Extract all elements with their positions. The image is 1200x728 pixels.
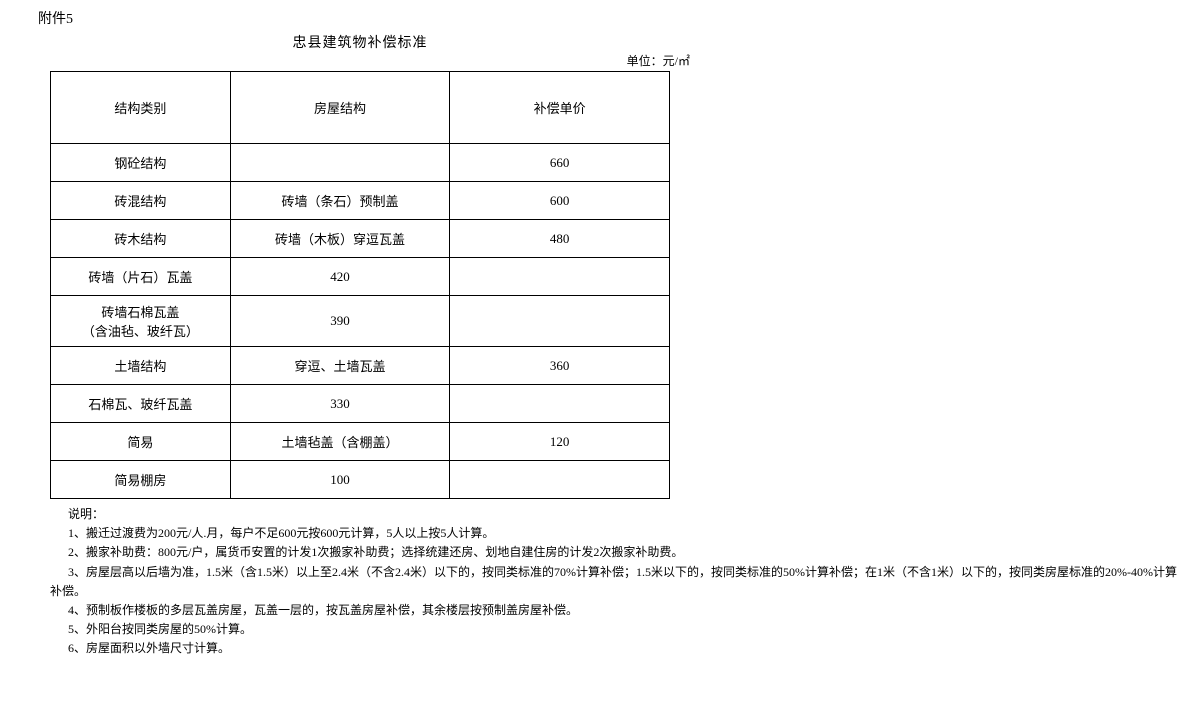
table-row: 钢砼结构 660: [51, 144, 670, 182]
table-cell: [450, 258, 670, 296]
table-row: 砖混结构砖墙（条石）预制盖600: [51, 182, 670, 220]
table-cell: 穿逗、土墙瓦盖: [230, 347, 450, 385]
col-price: 补偿单价: [450, 72, 670, 144]
table-cell: 砖墙石棉瓦盖（含油毡、玻纤瓦）: [51, 296, 231, 347]
table-cell: [230, 144, 450, 182]
table-row: 砖木结构砖墙（木板）穿逗瓦盖480: [51, 220, 670, 258]
table-cell: 100: [230, 461, 450, 499]
attachment-label: 附件5: [20, 8, 1180, 28]
unit-label: 单位：元/㎡: [50, 52, 700, 69]
table-cell: 420: [230, 258, 450, 296]
table-cell: 砖墙（片石）瓦盖: [51, 258, 231, 296]
table-cell: 石棉瓦、玻纤瓦盖: [51, 385, 231, 423]
table-cell: 土墙毡盖（含棚盖）: [230, 423, 450, 461]
notes-title: 说明：: [50, 505, 1180, 524]
table-cell: 砖混结构: [51, 182, 231, 220]
note-item: 6、房屋面积以外墙尺寸计算。: [50, 639, 1180, 658]
table-row: 石棉瓦、玻纤瓦盖330: [51, 385, 670, 423]
table-row: 土墙结构穿逗、土墙瓦盖360: [51, 347, 670, 385]
table-cell: [450, 461, 670, 499]
col-house-structure: 房屋结构: [230, 72, 450, 144]
table-cell: 钢砼结构: [51, 144, 231, 182]
note-item: 5、外阳台按同类房屋的50%计算。: [50, 620, 1180, 639]
table-cell: 简易棚房: [51, 461, 231, 499]
table-cell: 600: [450, 182, 670, 220]
table-row: 简易土墙毡盖（含棚盖）120: [51, 423, 670, 461]
table-cell: 660: [450, 144, 670, 182]
table-row: 砖墙石棉瓦盖（含油毡、玻纤瓦）390: [51, 296, 670, 347]
notes-section: 说明： 1、搬迁过渡费为200元/人.月，每户不足600元按600元计算，5人以…: [50, 505, 1180, 659]
table-cell: 390: [230, 296, 450, 347]
table-cell: 砖墙（条石）预制盖: [230, 182, 450, 220]
table-cell: 砖墙（木板）穿逗瓦盖: [230, 220, 450, 258]
table-cell: 480: [450, 220, 670, 258]
table-cell: 120: [450, 423, 670, 461]
note-item: 2、搬家补助费：800元/户，属货币安置的计发1次搬家补助费；选择统建还房、划地…: [50, 543, 1180, 562]
table-cell: [450, 296, 670, 347]
table-cell: 土墙结构: [51, 347, 231, 385]
note-item: 3、房屋层高以后墙为准，1.5米（含1.5米）以上至2.4米（不含2.4米）以下…: [50, 563, 1180, 601]
table-row: 简易棚房100: [51, 461, 670, 499]
compensation-table: 结构类别 房屋结构 补偿单价 钢砼结构660砖混结构砖墙（条石）预制盖600砖木…: [50, 71, 670, 499]
table-cell: 330: [230, 385, 450, 423]
table-cell: 简易: [51, 423, 231, 461]
note-item: 4、预制板作楼板的多层瓦盖房屋，瓦盖一层的，按瓦盖房屋补偿，其余楼层按预制盖房屋…: [50, 601, 1180, 620]
table-cell: 360: [450, 347, 670, 385]
col-structure-type: 结构类别: [51, 72, 231, 144]
page-title: 忠县建筑物补偿标准: [293, 36, 428, 51]
table-cell: 砖木结构: [51, 220, 231, 258]
note-item: 1、搬迁过渡费为200元/人.月，每户不足600元按600元计算，5人以上按5人…: [50, 524, 1180, 543]
table-header-row: 结构类别 房屋结构 补偿单价: [51, 72, 670, 144]
table-row: 砖墙（片石）瓦盖420: [51, 258, 670, 296]
table-cell: [450, 385, 670, 423]
